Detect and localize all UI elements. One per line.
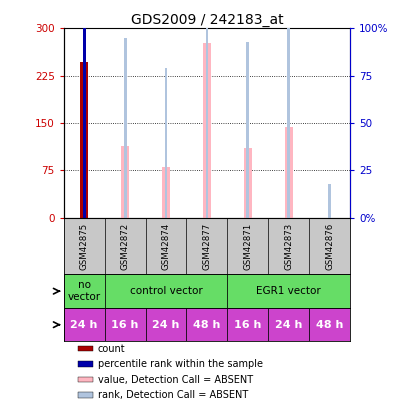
Bar [162, 167, 170, 217]
Bar [203, 43, 211, 217]
Bar [80, 62, 88, 217]
Text: no
vector: no vector [68, 280, 101, 302]
Bar [64, 275, 105, 308]
Bar [205, 0, 209, 217]
Bar [78, 392, 94, 398]
Text: value, Detection Call = ABSENT: value, Detection Call = ABSENT [98, 375, 253, 384]
Bar [328, 183, 331, 217]
Text: GSM42876: GSM42876 [325, 222, 334, 270]
Text: control vector: control vector [130, 286, 203, 296]
Text: 24 h: 24 h [70, 320, 98, 330]
Bar [121, 146, 129, 217]
Bar [187, 308, 227, 341]
Text: GSM42873: GSM42873 [284, 222, 293, 270]
Bar [285, 128, 293, 217]
Text: 16 h: 16 h [234, 320, 261, 330]
Text: GSM42877: GSM42877 [203, 222, 211, 270]
Bar [105, 275, 227, 308]
Bar [83, 0, 86, 217]
Bar [165, 68, 168, 217]
Bar [78, 377, 94, 382]
Text: 48 h: 48 h [316, 320, 343, 330]
Bar [268, 308, 309, 341]
Text: count: count [98, 343, 125, 354]
Text: EGR1 vector: EGR1 vector [256, 286, 321, 296]
Text: GSM42875: GSM42875 [80, 222, 89, 270]
Text: rank, Detection Call = ABSENT: rank, Detection Call = ABSENT [98, 390, 248, 400]
Bar [78, 361, 94, 367]
Bar [287, 4, 290, 217]
Bar [227, 308, 268, 341]
Text: 16 h: 16 h [111, 320, 139, 330]
Bar [124, 38, 127, 217]
Bar [244, 148, 252, 217]
Bar [246, 42, 249, 217]
Text: 48 h: 48 h [193, 320, 220, 330]
Text: percentile rank within the sample: percentile rank within the sample [98, 359, 263, 369]
Text: GSM42871: GSM42871 [244, 222, 252, 270]
Text: GSM42872: GSM42872 [121, 222, 130, 270]
Text: 24 h: 24 h [275, 320, 302, 330]
Text: GSM42874: GSM42874 [162, 222, 170, 270]
Bar [309, 308, 350, 341]
Title: GDS2009 / 242183_at: GDS2009 / 242183_at [131, 13, 283, 27]
Text: 24 h: 24 h [152, 320, 180, 330]
Bar [64, 308, 105, 341]
Bar [227, 275, 350, 308]
Bar [146, 308, 187, 341]
Bar [78, 346, 94, 351]
Bar [105, 308, 146, 341]
